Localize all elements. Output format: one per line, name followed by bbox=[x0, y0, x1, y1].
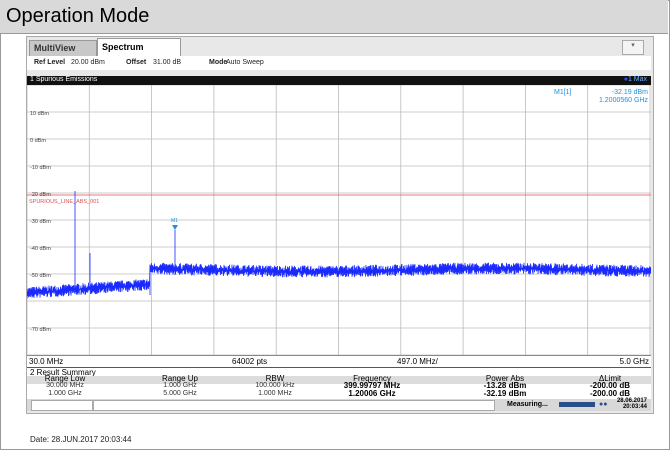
column-header: Frequency bbox=[353, 374, 391, 383]
y-label: 10 dBm bbox=[30, 111, 49, 117]
setting-label: Ref Level bbox=[34, 59, 66, 66]
table-cell: 399.99797 MHz bbox=[343, 381, 401, 390]
column-header: RBW bbox=[265, 374, 285, 383]
setting-value: 31.00 dB bbox=[153, 59, 182, 66]
setting-label: Mode bbox=[209, 59, 228, 66]
result-title: 2 Result Summary bbox=[30, 368, 96, 377]
status-state: Measuring... bbox=[507, 401, 548, 408]
tab-label: MultiView bbox=[34, 43, 76, 53]
window-title: 1 Spurious Emissions bbox=[30, 76, 98, 83]
y-label: 0 dBm bbox=[30, 138, 46, 144]
marker-level: -32.19 dBm bbox=[612, 89, 648, 96]
tab[interactable]: Spectrum bbox=[97, 38, 181, 57]
result-panel: 2 Result Summary bbox=[27, 367, 651, 399]
table-cell: 100.000 kHz bbox=[255, 382, 295, 389]
trace bbox=[27, 191, 651, 299]
table-cell: -200.00 dB bbox=[589, 389, 631, 398]
status-icon: ●● bbox=[599, 401, 608, 408]
table-cell: 1.000 GHz bbox=[48, 390, 82, 397]
y-label: -40 dBm bbox=[30, 246, 51, 252]
status-field bbox=[93, 400, 495, 411]
table-cell: -200.00 dB bbox=[589, 381, 631, 390]
trace-label: ●1 Max bbox=[623, 76, 647, 83]
window-title-bar: 1 Spurious Emissions ●1 Max bbox=[27, 76, 651, 85]
status-field bbox=[31, 400, 93, 411]
table-cell: 30.000 MHz bbox=[46, 382, 84, 389]
column-header: Range Up bbox=[161, 374, 199, 383]
table-cell: 1.000 GHz bbox=[163, 382, 197, 389]
axis-bar: 30.0 MHz 64002 pts 497.0 MHz/ 5.0 GHz bbox=[27, 355, 651, 367]
dropdown-button[interactable]: ▾ bbox=[622, 40, 644, 55]
y-label: -10 dBm bbox=[30, 165, 51, 171]
start-frequency: 30.0 MHz bbox=[29, 357, 64, 366]
result-header bbox=[27, 376, 651, 384]
table-cell: -32.19 dBm bbox=[483, 389, 527, 398]
progress-bar bbox=[559, 402, 595, 407]
header-bar: Operation Mode bbox=[0, 0, 668, 34]
column-header: Range Low bbox=[44, 374, 86, 383]
marker-label: M1 bbox=[171, 218, 178, 224]
status-bar: Measuring... ●● 28.06.2017 20:03:44 bbox=[27, 398, 651, 411]
table-cell: 1.20006 GHz bbox=[348, 389, 396, 398]
trace-name: 1 Max bbox=[627, 76, 647, 83]
status-date: 28.06.2017 bbox=[616, 398, 647, 404]
table-cell: -13.28 dBm bbox=[483, 381, 527, 390]
status-datetime: 28.06.2017 20:03:44 bbox=[617, 398, 647, 410]
tab-label: Spectrum bbox=[102, 42, 144, 52]
table-cell: 5.000 GHz bbox=[163, 390, 197, 397]
marker-name: M1[1] bbox=[554, 89, 572, 96]
header-title: Operation Mode bbox=[6, 5, 150, 27]
y-label: -30 dBm bbox=[30, 219, 51, 225]
settings-bar bbox=[27, 56, 651, 70]
column-header: Power Abs bbox=[485, 374, 525, 383]
sweep-points: 64002 pts bbox=[232, 357, 268, 366]
span-per-division: 497.0 MHz/ bbox=[397, 357, 438, 366]
y-label: -50 dBm bbox=[30, 273, 51, 279]
column-header: ΔLimit bbox=[598, 374, 622, 383]
status-time: 20:03:44 bbox=[622, 404, 647, 410]
y-label: -70 dBm bbox=[30, 327, 51, 333]
tab[interactable]: MultiView bbox=[29, 40, 97, 57]
setting-value: Auto Sweep bbox=[226, 59, 264, 66]
limit-label: SPURIOUS_LINE_ABS_001 bbox=[29, 199, 99, 205]
marker-symbol bbox=[172, 225, 178, 230]
table-cell: 1.000 MHz bbox=[258, 390, 292, 397]
setting-label: Offset bbox=[126, 59, 147, 66]
setting-value: 20.00 dBm bbox=[71, 59, 105, 66]
footer: Date: 28.JUN.2017 20:03:44 bbox=[30, 435, 132, 444]
stop-frequency: 5.0 GHz bbox=[619, 357, 649, 366]
marker-frequency: 1.2000560 GHz bbox=[599, 97, 649, 104]
